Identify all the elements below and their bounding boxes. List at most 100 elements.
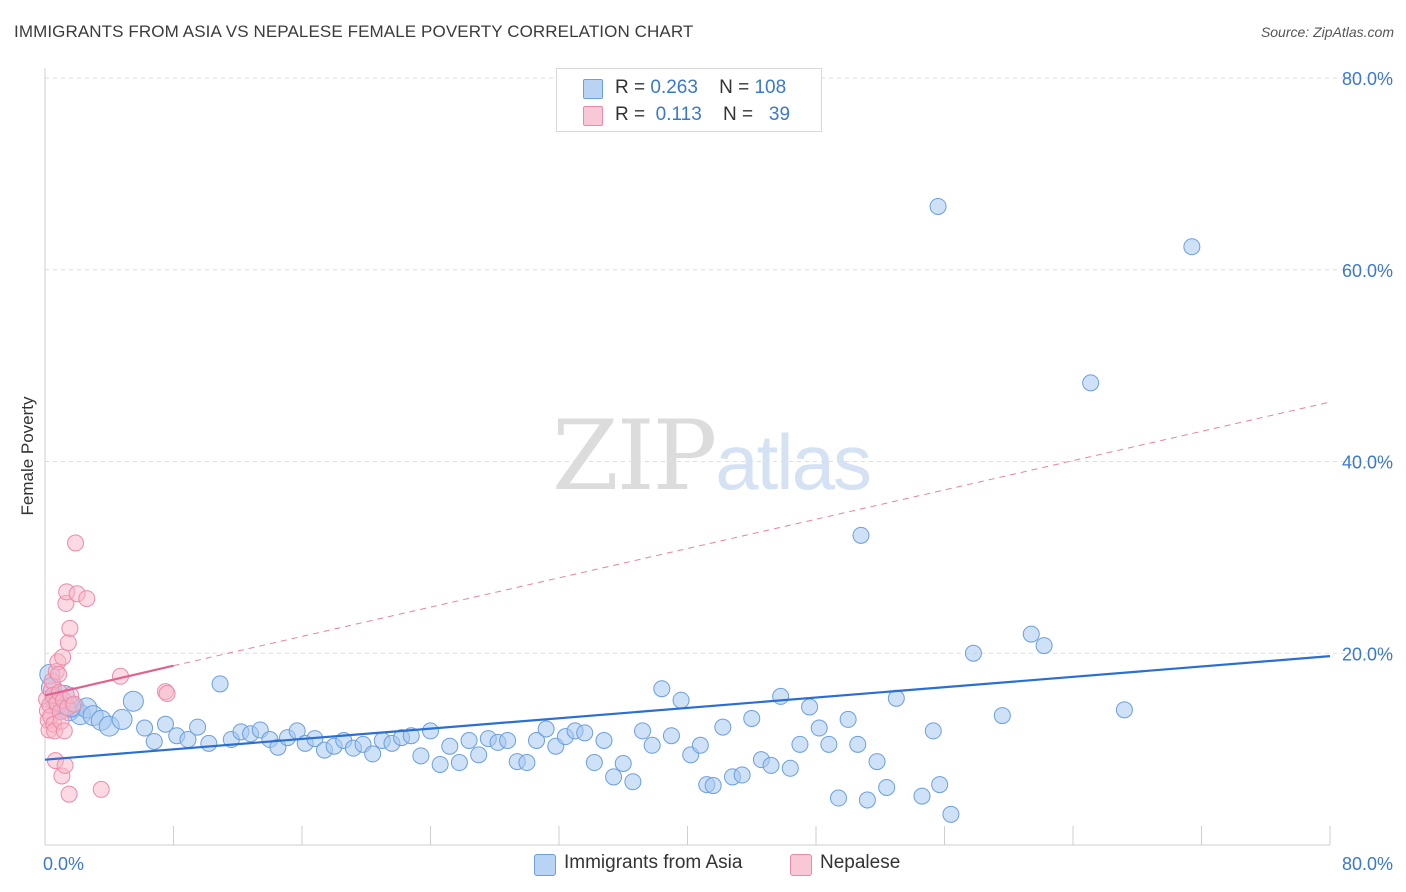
x-tick-label: 0.0% [43, 854, 84, 874]
y-tick-label: 20.0% [1342, 644, 1393, 664]
watermark-zip: ZIP [552, 400, 717, 512]
point-nepalese [92, 780, 110, 798]
point-nepalese [54, 648, 72, 666]
point-asia [913, 787, 931, 805]
legend-n-value: 39 [768, 104, 791, 125]
point-asia [653, 680, 671, 698]
point-asia [156, 715, 174, 733]
point-asia [887, 689, 905, 707]
point-asia [200, 734, 218, 752]
legend-r-label: R = [615, 104, 646, 125]
point-asia [781, 759, 799, 777]
point-asia [672, 691, 690, 709]
point-asia [136, 719, 154, 737]
point-asia [931, 776, 949, 794]
point-asia [964, 644, 982, 662]
point-asia [624, 773, 642, 791]
point-asia [1035, 637, 1053, 655]
point-asia [810, 719, 828, 737]
point-asia [364, 745, 382, 763]
point-asia [605, 768, 623, 786]
point-nepalese [158, 685, 176, 703]
point-asia [820, 735, 838, 753]
legend-n-label: N = [722, 104, 754, 125]
legend-n-value: 108 [754, 77, 787, 98]
legend-r-label: R = [615, 77, 646, 98]
point-asia [537, 720, 555, 738]
point-nepalese [61, 619, 79, 637]
legend-label-asia: Immigrants from Asia [564, 852, 743, 873]
point-asia [733, 766, 751, 784]
legend-swatch-nepalese [583, 106, 603, 126]
point-nepalese [67, 534, 85, 552]
point-asia [858, 791, 876, 809]
legend-swatch-asia [583, 79, 603, 99]
point-asia [839, 710, 857, 728]
point-asia [849, 735, 867, 753]
legend-swatch-nepalese [790, 854, 812, 876]
legend-r-value: 0.263 [650, 77, 698, 98]
point-asia [704, 777, 722, 795]
point-asia [460, 731, 478, 749]
x-tick-label: 80.0% [1342, 854, 1393, 874]
y-tick-label: 80.0% [1342, 69, 1393, 89]
y-tick-label: 60.0% [1342, 261, 1393, 281]
correlation-legend: R = 0.263 N = 108 R = 0.113 N = 39 [556, 68, 822, 132]
legend-r-value: 0.113 [655, 104, 702, 125]
point-asia [924, 722, 942, 740]
point-asia [189, 718, 207, 736]
point-nepalese [60, 785, 78, 803]
point-asia [1022, 625, 1040, 643]
point-asia [412, 747, 430, 765]
point-asia [634, 722, 652, 740]
point-asia [450, 754, 468, 772]
point-asia [145, 732, 163, 750]
source-label: Source: ZipAtlas.com [1260, 24, 1394, 40]
point-asia [614, 755, 632, 773]
point-asia [791, 735, 809, 753]
trendline-asia [44, 655, 1331, 761]
point-asia [576, 724, 594, 742]
point-asia [585, 754, 603, 772]
point-asia [441, 737, 459, 755]
point-asia [643, 736, 661, 754]
legend-swatch-asia [534, 854, 556, 876]
chart-title: IMMIGRANTS FROM ASIA VS NEPALESE FEMALE … [14, 22, 694, 41]
point-asia [868, 753, 886, 771]
point-asia [762, 756, 780, 774]
trendline-nepalese-extended [173, 401, 1331, 667]
legend-n-label: N = [719, 77, 750, 98]
y-tick-label: 40.0% [1342, 453, 1393, 473]
point-asia [993, 707, 1011, 725]
point-asia [528, 731, 546, 749]
point-asia [1183, 238, 1201, 256]
point-asia [662, 727, 680, 745]
point-asia [878, 778, 896, 796]
point-nepalese [65, 695, 83, 713]
point-nepalese [56, 756, 74, 774]
point-asia [1082, 374, 1100, 392]
point-asia [431, 755, 449, 773]
point-asia [402, 727, 420, 745]
legend-label-nepalese: Nepalese [820, 852, 901, 873]
point-nepalese [55, 722, 73, 740]
point-asia [852, 526, 870, 544]
point-asia [801, 698, 819, 716]
point-asia [422, 722, 439, 740]
point-nepalese [59, 634, 77, 652]
point-asia [929, 197, 947, 215]
point-nepalese [78, 590, 96, 608]
point-asia [499, 731, 517, 749]
point-asia [942, 805, 960, 823]
point-asia [1115, 701, 1133, 719]
point-asia [470, 746, 488, 764]
series-legend: Immigrants from Asia Nepalese [0, 852, 1406, 876]
point-asia [122, 690, 144, 712]
point-asia [714, 718, 732, 736]
point-asia [111, 708, 133, 730]
trendline-nepalese [44, 664, 174, 697]
point-asia [691, 736, 709, 754]
point-asia [772, 687, 790, 705]
point-asia [518, 754, 536, 772]
